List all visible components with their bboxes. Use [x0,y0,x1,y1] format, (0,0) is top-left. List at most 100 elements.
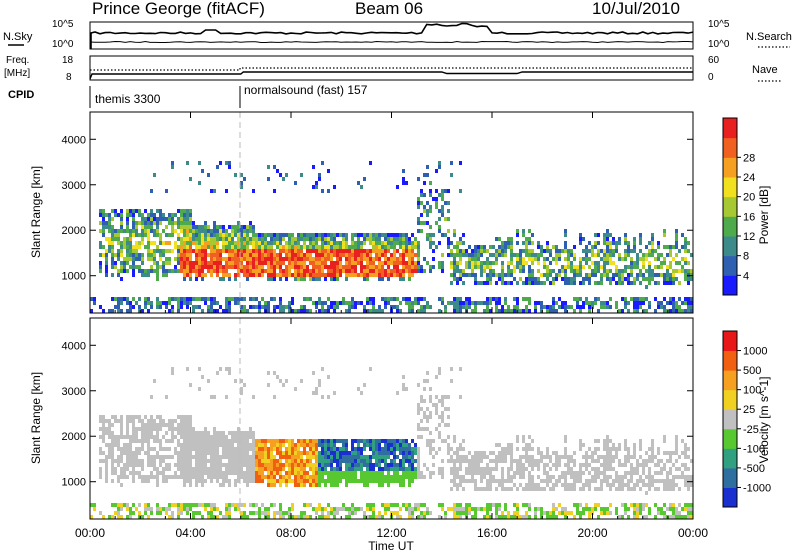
velocity-cell [234,379,237,383]
power-cell [585,277,588,281]
power-cell [234,273,237,277]
power-cell [345,237,348,241]
power-cell [639,237,642,241]
power-cell [633,309,636,313]
velocity-cell [375,443,378,447]
power-cell [384,233,387,237]
power-cell [540,249,543,253]
power-cell [378,241,381,245]
power-cell [636,257,639,261]
velocity-cell [324,471,327,475]
power-cell [441,205,444,209]
power-cell [369,233,372,237]
power-cell [507,237,510,241]
power-cell [522,269,525,273]
power-cell [459,309,462,313]
power-cell [588,249,591,253]
velocity-cell [594,507,597,511]
velocity-cell [204,459,207,463]
velocity-cell [147,463,150,467]
power-cell [573,269,576,273]
power-cell [255,245,258,249]
velocity-cell [621,487,624,491]
power-cell [120,309,123,313]
velocity-cell [591,507,594,511]
power-cell [660,301,663,305]
power-cell [615,241,618,245]
velocity-cell [447,443,450,447]
velocity-cell [132,475,135,479]
velocity-cell [324,467,327,471]
power-cell [261,305,264,309]
power-cell [144,209,147,213]
power-cell [285,253,288,257]
power-cell [306,233,309,237]
velocity-cell [504,451,507,455]
velocity-cell [201,439,204,443]
velocity-cell [471,467,474,471]
velocity-cell [609,503,612,507]
power-cell [177,237,180,241]
power-cell [270,261,273,265]
velocity-cell [516,503,519,507]
power-cell [150,265,153,269]
velocity-cell [330,463,333,467]
power-cell [210,265,213,269]
velocity-cell [237,447,240,451]
velocity-cell [390,475,393,479]
velocity-cell [402,503,405,507]
velocity-cell [342,451,345,455]
power-cell [204,301,207,305]
power-cell [321,257,324,261]
power-cell [216,301,219,305]
power-cell [216,269,219,273]
power-cell [90,297,93,301]
power-cell [234,249,237,253]
power-cell [252,257,255,261]
velocity-cell [312,371,315,375]
power-cell [189,245,192,249]
power-cell [219,161,222,165]
velocity-cell [675,459,678,463]
velocity-cell [303,463,306,467]
velocity-cell [330,459,333,463]
power-cell [690,277,693,281]
velocity-cell [402,483,405,487]
power-cell [447,301,450,305]
velocity-cell [507,479,510,483]
power-cell [588,265,591,269]
velocity-cell [135,415,138,419]
power-cell [516,233,519,237]
power-cell [405,297,408,301]
velocity-cell [429,387,432,391]
velocity-cell [399,463,402,467]
velocity-cell [609,511,612,515]
power-cell [219,253,222,257]
power-cell [621,281,624,285]
velocity-cell [336,459,339,463]
power-cell [321,309,324,313]
velocity-cell [414,507,417,511]
power-cell [378,249,381,253]
velocity-cell [381,447,384,451]
power-cell [648,281,651,285]
power-cell [645,269,648,273]
power-cell [186,241,189,245]
velocity-cell [315,475,318,479]
velocity-cell [276,443,279,447]
velocity-cell [306,515,309,519]
colorbar-swatch [723,487,737,508]
power-cell [645,253,648,257]
power-cell [171,165,174,169]
velocity-cell [252,511,255,515]
velocity-cell [195,475,198,479]
velocity-cell [447,423,450,427]
velocity-cell [351,467,354,471]
power-cell [159,305,162,309]
power-cell [606,257,609,261]
velocity-cell [120,451,123,455]
velocity-cell [414,503,417,507]
power-cell [225,265,228,269]
velocity-cell [210,507,213,511]
power-cell [285,273,288,277]
